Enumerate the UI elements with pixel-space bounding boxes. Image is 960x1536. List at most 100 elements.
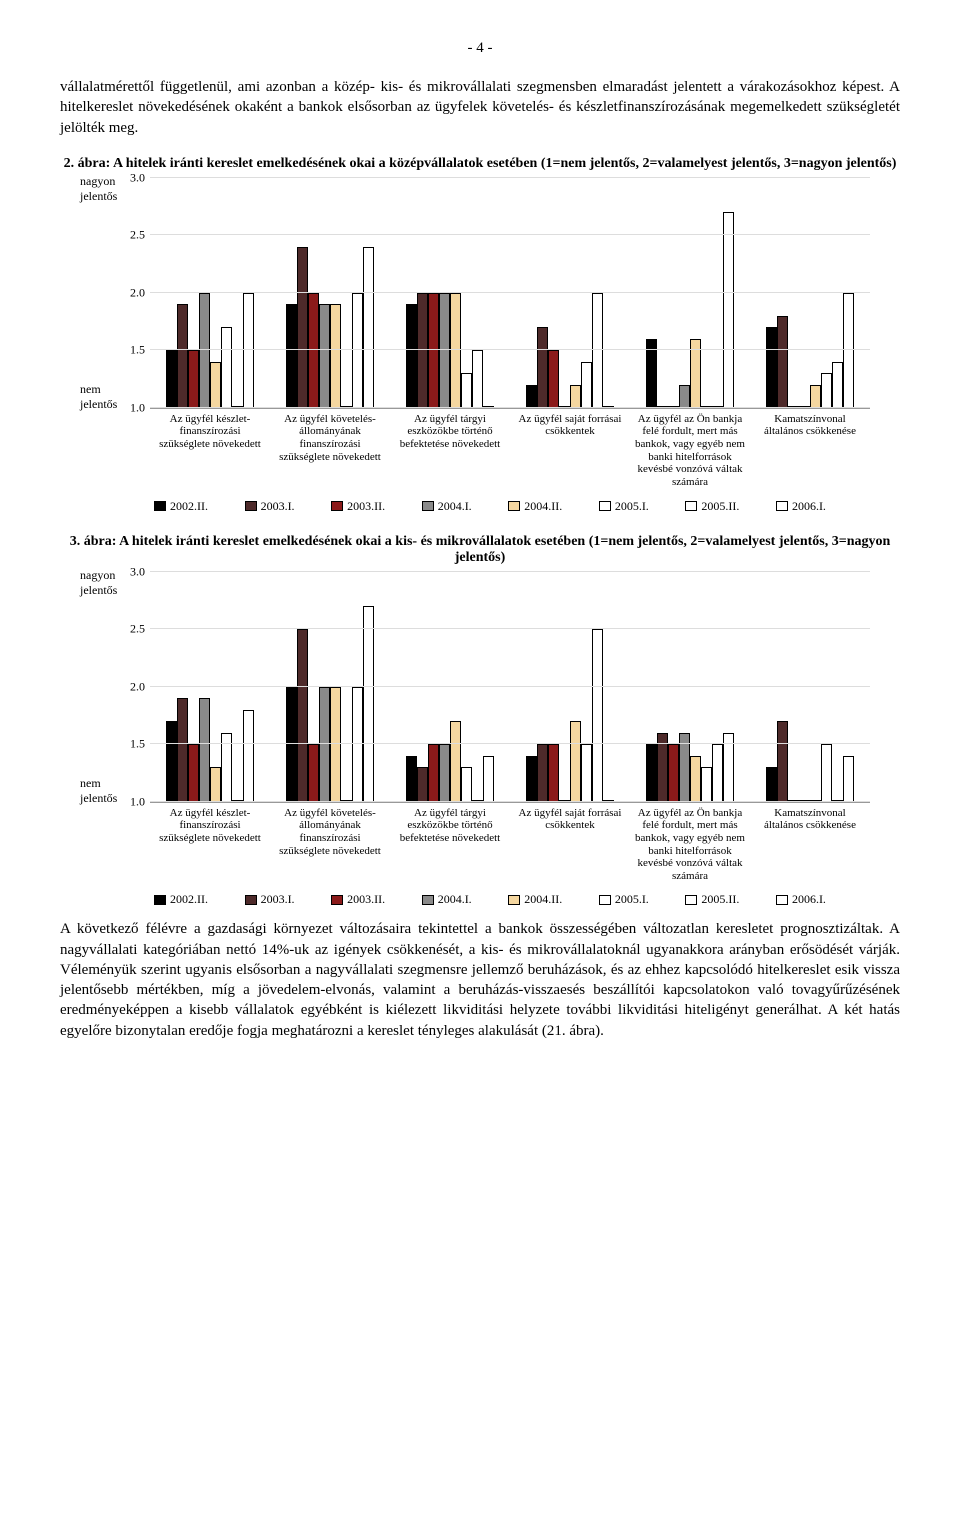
bar (286, 687, 297, 802)
legend-label: 2002.II. (170, 892, 208, 907)
category-label: Az ügyfél az Ön bankja felé fordult, mer… (635, 413, 745, 489)
bar-group (406, 293, 494, 408)
y-tick-label: 3.0 (90, 170, 145, 185)
bar (810, 385, 821, 408)
bar (188, 350, 199, 408)
legend-label: 2003.I. (261, 892, 295, 907)
y-tick-label: 2.0 (90, 285, 145, 300)
bar (461, 767, 472, 802)
legend-item: 2005.II. (685, 892, 739, 907)
legend-item: 2005.II. (685, 499, 739, 514)
bar (352, 293, 363, 408)
category-label: Az ügyfél tárgyi eszközökbe történő befe… (395, 807, 505, 883)
bar (210, 362, 221, 408)
legend-item: 2006.I. (776, 499, 826, 514)
bar (221, 327, 232, 408)
bar (166, 721, 177, 802)
bar (526, 756, 537, 802)
bar (352, 687, 363, 802)
legend-item: 2004.I. (422, 892, 472, 907)
y-tick-label: 3.0 (90, 564, 145, 579)
bar (581, 362, 592, 408)
bar (308, 293, 319, 408)
paragraph-intro: vállalatmérettől függetlenül, ami azonba… (60, 77, 900, 138)
bar (777, 316, 788, 408)
legend-item: 2004.II. (508, 892, 562, 907)
y-tick-label: 2.0 (90, 679, 145, 694)
bar (308, 744, 319, 802)
bar (843, 293, 854, 408)
bar (297, 629, 308, 802)
legend-swatch (776, 895, 788, 905)
y-tick-label: 1.5 (90, 737, 145, 752)
bar (439, 744, 450, 802)
legend-label: 2004.II. (524, 499, 562, 514)
bar-group (526, 293, 614, 408)
legend-label: 2004.I. (438, 892, 472, 907)
bar (548, 744, 559, 802)
legend-label: 2003.I. (261, 499, 295, 514)
legend-item: 2002.II. (154, 892, 208, 907)
bar (417, 293, 428, 408)
legend-label: 2006.I. (792, 499, 826, 514)
bar-group (166, 698, 254, 802)
category-label: Az ügyfél saját forrásai csökkentek (515, 807, 625, 883)
bar (188, 744, 199, 802)
bar (646, 744, 657, 802)
category-label: Kamatszínvonal általános csökkenése (755, 413, 865, 489)
legend-swatch (508, 895, 520, 905)
bar (570, 385, 581, 408)
bar (330, 687, 341, 802)
legend-swatch (599, 501, 611, 511)
legend-swatch (331, 501, 343, 511)
category-label: Az ügyfél készlet-finanszírozási szükség… (155, 807, 265, 883)
bar (483, 756, 494, 802)
legend-item: 2004.II. (508, 499, 562, 514)
chart2: nagyon jelentős nem jelentős 1.01.52.02.… (80, 178, 880, 516)
legend-swatch (685, 895, 697, 905)
bar (428, 293, 439, 408)
legend-item: 2005.I. (599, 499, 649, 514)
paragraph-outro: A következő félévre a gazdasági környeze… (60, 919, 900, 1041)
bar-group (646, 212, 734, 408)
bar (832, 362, 843, 408)
bar-group (286, 247, 374, 408)
legend-swatch (245, 895, 257, 905)
bar (417, 767, 428, 802)
bar-group (526, 629, 614, 802)
legend-label: 2005.II. (701, 499, 739, 514)
bar (843, 756, 854, 802)
bar (766, 767, 777, 802)
legend-label: 2003.II. (347, 892, 385, 907)
bar (766, 327, 777, 408)
bar (581, 744, 592, 802)
y-tick-label: 2.5 (90, 622, 145, 637)
bar (199, 293, 210, 408)
chart3: nagyon jelentős nem jelentős 1.01.52.02.… (80, 572, 880, 910)
y-tick-label: 2.5 (90, 228, 145, 243)
bar (363, 247, 374, 408)
bar (821, 373, 832, 408)
bar-group (766, 293, 854, 408)
legend-item: 2003.II. (331, 892, 385, 907)
bar (177, 698, 188, 802)
category-label: Az ügyfél tárgyi eszközökbe történő befe… (395, 413, 505, 489)
bar (319, 687, 330, 802)
category-label: Az ügyfél követelés-állományának finansz… (275, 807, 385, 883)
legend-label: 2005.I. (615, 892, 649, 907)
category-label: Kamatszínvonal általános csökkenése (755, 807, 865, 883)
bar (821, 744, 832, 802)
legend-item: 2006.I. (776, 892, 826, 907)
bar (210, 767, 221, 802)
bar (472, 350, 483, 408)
legend-label: 2006.I. (792, 892, 826, 907)
legend-item: 2002.II. (154, 499, 208, 514)
legend-item: 2004.I. (422, 499, 472, 514)
legend-swatch (154, 895, 166, 905)
bar (330, 304, 341, 408)
y-tick-label: 1.0 (90, 794, 145, 809)
bar (450, 721, 461, 802)
y-tick-label: 1.5 (90, 343, 145, 358)
chart3-title: 3. ábra: A hitelek iránti kereslet emelk… (60, 534, 900, 566)
legend-label: 2005.II. (701, 892, 739, 907)
